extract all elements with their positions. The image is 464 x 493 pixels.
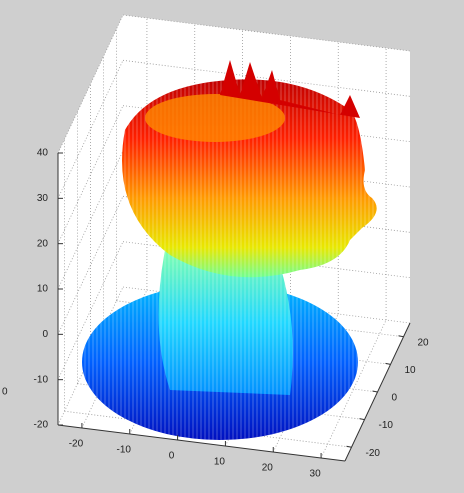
x-tick-label: -10 [117, 445, 132, 456]
x-tick-label: 30 [310, 469, 322, 480]
chart: -20-100102030-20-1001020-20-10010203040 … [0, 0, 464, 493]
z-tick-label: 40 [37, 148, 49, 159]
z-tick-label: -10 [34, 374, 49, 385]
y-tick-label: -10 [379, 420, 394, 431]
y-tick-label: -20 [366, 448, 381, 459]
x-tick-label: 20 [262, 463, 274, 474]
z-tick-label: 0 [42, 329, 48, 340]
y-tick-label: 10 [405, 365, 417, 376]
page: -20-100102030-20-1001020-20-10010203040 … [0, 0, 464, 493]
y-tick-label: 20 [418, 337, 430, 348]
y-tick-label: 0 [392, 393, 398, 404]
z-tick-label: 10 [37, 284, 49, 295]
x-tick-label: 10 [214, 457, 226, 468]
axis-label-fragment: 0 [2, 387, 8, 398]
z-tick-label: 20 [37, 238, 49, 249]
z-tick-label: -20 [34, 420, 49, 431]
x-tick-label: -20 [69, 439, 84, 450]
x-tick-label: 0 [169, 451, 175, 462]
z-tick-label: 30 [37, 193, 49, 204]
